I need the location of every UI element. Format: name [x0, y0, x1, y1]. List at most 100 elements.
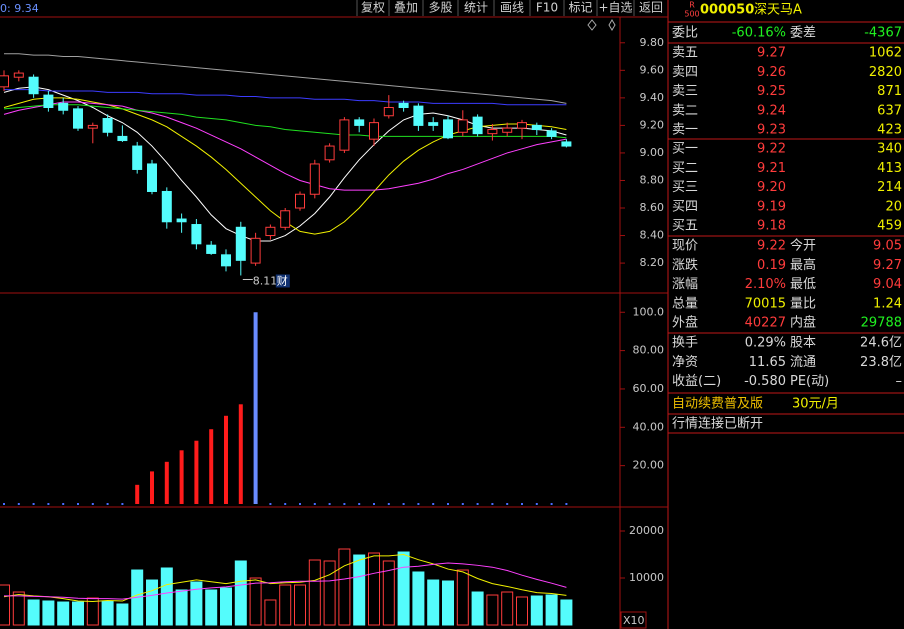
book-price: 9.24 — [757, 103, 786, 118]
zero-dot — [535, 503, 538, 505]
bar — [194, 440, 199, 504]
icon[interactable] — [608, 19, 616, 31]
toolbar-button[interactable]: 画线 — [500, 1, 524, 15]
volume-bar — [294, 584, 306, 626]
book-label: 买一 — [672, 142, 698, 157]
volume-bar — [12, 591, 25, 626]
book-volume: 20 — [885, 199, 902, 214]
field-value: 70015 — [745, 296, 786, 311]
toolbar-button[interactable]: 标记 — [568, 1, 592, 15]
candle-body — [265, 226, 276, 237]
event-label[interactable]: 财 — [277, 273, 288, 287]
field-label: 总量 — [672, 296, 698, 311]
field-value: 29788 — [861, 316, 902, 331]
volume-bar — [368, 552, 380, 626]
volume-ma — [3, 553, 567, 603]
zero-dot — [299, 503, 301, 505]
field-label: 外盘 — [672, 315, 698, 331]
field-label: 内盘 — [790, 315, 816, 331]
candle-body — [443, 119, 453, 139]
field-label: 股本 — [790, 336, 816, 351]
volume-bar — [427, 579, 440, 626]
candle-body — [102, 118, 113, 133]
candle-body — [73, 108, 83, 129]
volume-bar — [101, 600, 114, 626]
field-label: 量比 — [790, 296, 816, 311]
toolbar-button[interactable]: 统计 — [464, 1, 488, 15]
y-tick-label: 8.40 — [640, 229, 665, 242]
field-value: 11.65 — [749, 355, 786, 370]
book-price: 9.18 — [757, 219, 786, 234]
volume-bar — [353, 554, 366, 626]
candle-body — [43, 94, 54, 108]
book-price: 9.19 — [757, 199, 786, 214]
candle-body — [472, 116, 483, 135]
field-value: 0.19 — [757, 258, 786, 273]
y-tick-label: 20.00 — [633, 459, 665, 472]
volume-bar — [471, 591, 484, 626]
candle-body — [502, 127, 513, 133]
volume-bar — [397, 551, 410, 626]
candle-body — [487, 129, 498, 135]
zero-dot — [521, 503, 523, 505]
book-volume: 1062 — [869, 46, 902, 61]
volume-bar — [146, 579, 158, 626]
field-label: 涨幅 — [672, 277, 698, 292]
book-label: 卖三 — [672, 84, 698, 99]
scale-label: X10 — [623, 614, 645, 627]
volume-bar — [57, 601, 70, 626]
candle-body — [58, 102, 69, 111]
candle-body — [0, 75, 9, 88]
field-label: 委差 — [790, 26, 816, 41]
bar — [224, 415, 228, 504]
book-volume: 340 — [877, 142, 902, 157]
info: 0: 9.34 — [0, 2, 39, 15]
y-tick-label: 10000 — [629, 571, 664, 584]
field-label: 净资 — [672, 355, 698, 370]
candle-body — [324, 145, 335, 161]
zero-dot — [550, 503, 553, 505]
toolbar-button[interactable]: +自选 — [598, 1, 632, 15]
zero-dot — [432, 503, 435, 505]
y-tick-label: 8.80 — [640, 173, 665, 186]
candle-body — [295, 193, 305, 209]
zero-dot — [461, 503, 464, 505]
toolbar-button[interactable]: 复权 — [361, 1, 385, 15]
toolbar-button[interactable]: 叠加 — [394, 1, 418, 15]
field-value: 0.29% — [745, 336, 786, 351]
volume-bar — [560, 599, 573, 626]
badge: 500 — [684, 10, 699, 19]
zero-dot — [121, 503, 124, 505]
toolbar-button[interactable]: F10 — [536, 1, 558, 15]
candle-body — [309, 163, 320, 195]
badge: R — [689, 1, 695, 10]
field-value: 24.6亿 — [860, 336, 902, 351]
promo[interactable]: 自动续费普及版 — [672, 397, 763, 412]
zero-dot — [328, 503, 331, 505]
volume-bar — [264, 599, 277, 626]
book-price: 9.26 — [757, 65, 786, 80]
book-price: 9.23 — [757, 123, 786, 138]
toolbar-button[interactable]: 多股 — [428, 1, 452, 15]
field-label: 换手 — [672, 336, 698, 351]
y-tick-label: 60.00 — [633, 382, 665, 395]
candle-body — [280, 210, 291, 228]
zero-dot — [32, 503, 35, 505]
status: 行情连接已断开 — [672, 416, 763, 432]
toolbar-button[interactable]: 返回 — [639, 1, 663, 15]
candle-body — [398, 102, 409, 108]
field-value: 9.27 — [873, 258, 902, 273]
field-label: 涨跌 — [672, 257, 698, 273]
candle-body — [206, 244, 217, 254]
book-volume: 214 — [877, 180, 902, 195]
volume-bar — [412, 571, 425, 626]
icon[interactable] — [587, 19, 597, 31]
candle-body — [161, 190, 172, 223]
zero-dot — [106, 503, 109, 505]
zero-dot — [387, 503, 390, 505]
volume-bar — [72, 601, 84, 626]
y-tick-label: 9.00 — [640, 146, 665, 159]
promo-price[interactable]: 30元/月 — [792, 397, 839, 412]
volume-bar — [442, 580, 454, 626]
stock-name: 深天马A — [754, 3, 802, 18]
